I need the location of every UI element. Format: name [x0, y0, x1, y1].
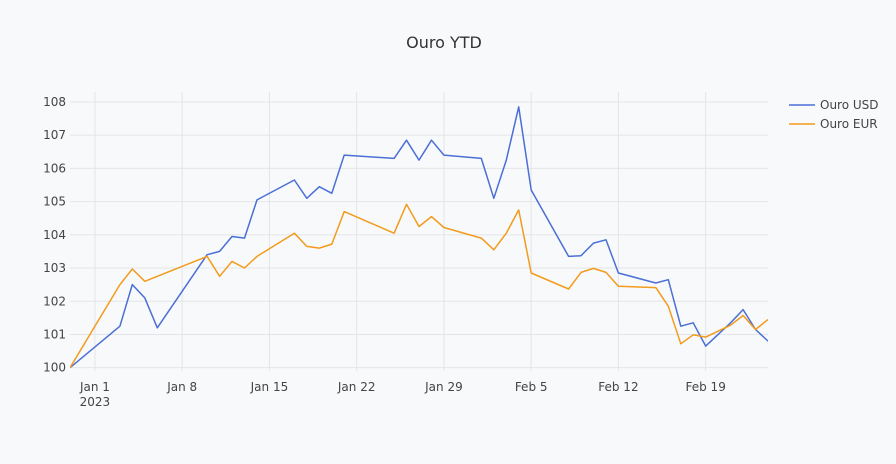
legend-label: Ouro EUR	[820, 117, 878, 131]
y-axis: 100 101 102 103 104 105 106 107 108	[43, 95, 66, 375]
x-tick-label: Jan 8	[166, 380, 197, 394]
chart-title: Ouro YTD	[406, 33, 482, 52]
plot-area	[70, 92, 768, 371]
x-tick-label: Jan 22	[337, 380, 376, 394]
legend-item[interactable]: Ouro EUR	[789, 117, 878, 131]
legend-item[interactable]: Ouro USD	[789, 98, 879, 112]
x-tick-label: Feb 5	[515, 380, 548, 394]
series-line-ouro-eur[interactable]	[70, 203, 768, 369]
series-group	[70, 106, 768, 369]
legend[interactable]: Ouro USD Ouro EUR	[789, 98, 879, 131]
series-line-ouro-usd[interactable]	[70, 106, 768, 369]
y-tick-label: 101	[43, 327, 66, 341]
y-tick-label: 106	[43, 161, 66, 175]
y-tick-label: 107	[43, 128, 66, 142]
x-tick-label: Jan 29	[424, 380, 463, 394]
x-tick-label: Feb 19	[686, 380, 726, 394]
gridlines	[70, 92, 768, 371]
x-tick-label: Jan 15	[250, 380, 289, 394]
y-tick-label: 103	[43, 261, 66, 275]
x-tick-sublabel: 2023	[80, 395, 111, 409]
x-tick-label: Jan 1	[79, 380, 110, 394]
y-tick-label: 102	[43, 294, 66, 308]
x-tick-label: Feb 12	[598, 380, 638, 394]
y-tick-label: 108	[43, 95, 66, 109]
y-tick-label: 100	[43, 361, 66, 375]
y-tick-label: 105	[43, 195, 66, 209]
legend-label: Ouro USD	[820, 98, 879, 112]
y-tick-label: 104	[43, 228, 66, 242]
